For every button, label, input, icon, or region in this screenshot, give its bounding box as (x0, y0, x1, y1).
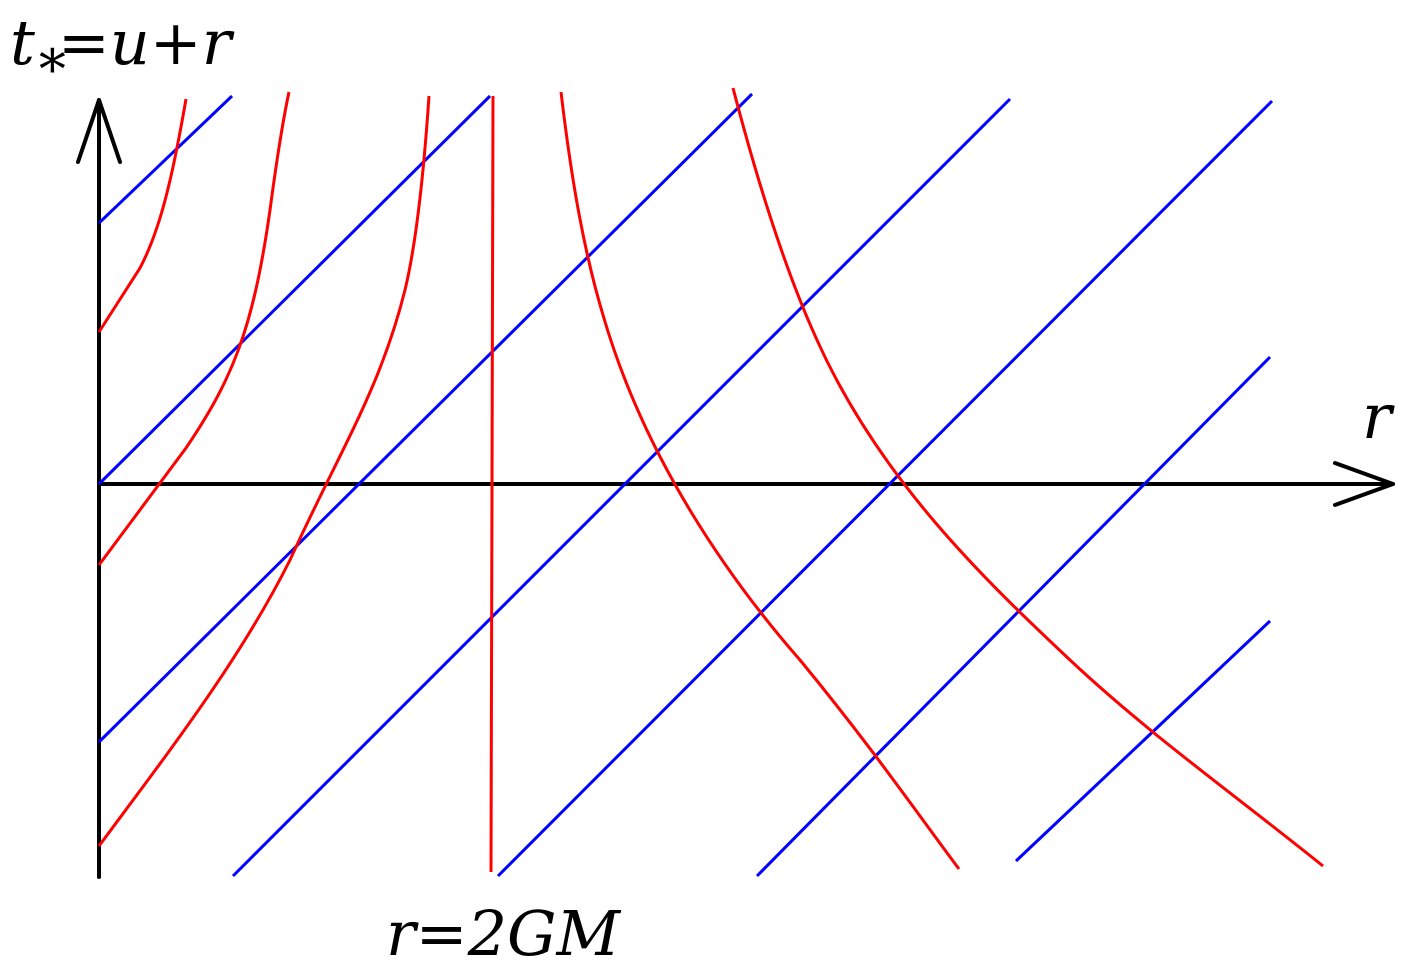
red-ray-3 (97, 95, 431, 847)
blue-ray-5 (496, 99, 1274, 878)
ingoing-null-rays (97, 87, 1324, 873)
axes (76, 98, 1395, 879)
horizontal-axis-arrowhead (1333, 461, 1395, 507)
vertical-axis-label: t*=u+r (10, 6, 235, 101)
red-ray-1 (97, 98, 188, 333)
blue-ray-3 (97, 92, 754, 744)
red-ray-2 (97, 91, 291, 566)
vertical-axis-label-base: t (10, 6, 35, 79)
blue-ray-2 (97, 94, 492, 486)
blue-ray-4 (231, 97, 1012, 878)
red-ray-4 (489, 95, 495, 873)
vertical-axis-arrowhead (76, 98, 122, 164)
vertical-axis-label-subscript: * (39, 38, 66, 101)
horizontal-axis-label: r (1362, 380, 1395, 453)
outgoing-null-rays (97, 92, 1274, 878)
blue-ray-7 (1014, 619, 1272, 863)
red-ray-6 (731, 87, 1324, 868)
blue-ray-1 (97, 94, 234, 225)
labels: t*=u+r r r=2GM (10, 6, 1395, 969)
vertical-axis-label-rest: =u+r (58, 6, 235, 79)
red-ray-5 (559, 91, 961, 870)
blue-ray-6 (755, 355, 1272, 878)
horizon-label: r=2GM (386, 897, 622, 969)
